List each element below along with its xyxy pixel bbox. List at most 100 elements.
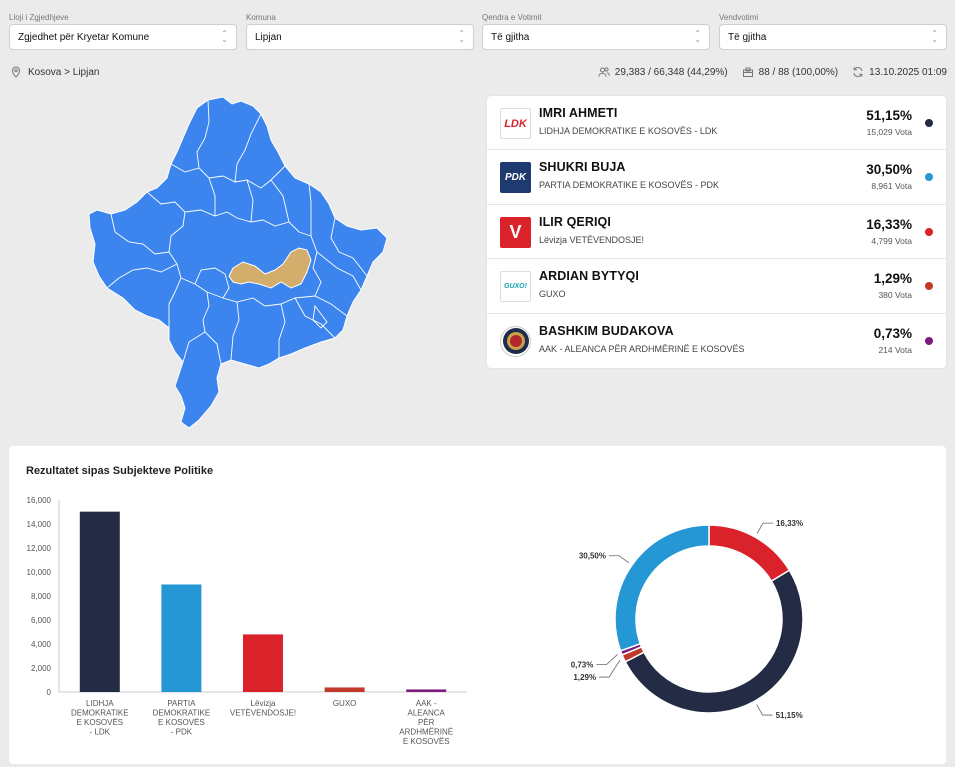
chevron-updown-icon: ⌃ ⌄ bbox=[931, 29, 938, 44]
select-value: Të gjitha bbox=[728, 31, 767, 43]
select-value: Zgjedhet për Kryetar Komune bbox=[18, 31, 150, 43]
bar[interactable] bbox=[324, 687, 365, 692]
turnout-value: 29,383 / 66,348 (44,29%) bbox=[614, 66, 728, 78]
kosovo-map[interactable] bbox=[85, 92, 395, 432]
donut-label: 30,50% bbox=[579, 552, 606, 561]
chevron-updown-icon: ⌃ ⌄ bbox=[458, 29, 465, 44]
candidate-color-dot bbox=[925, 119, 933, 127]
bar[interactable] bbox=[79, 511, 120, 692]
map-pin-icon bbox=[11, 66, 21, 78]
party-logo-pdk: PDK bbox=[500, 162, 531, 194]
municipality-select[interactable]: Lipjan ⌃ ⌄ bbox=[246, 24, 474, 50]
donut-slice[interactable] bbox=[708, 524, 791, 583]
filter-label: Komuna bbox=[246, 13, 276, 22]
election-type-select[interactable]: Zgjedhet për Kryetar Komune ⌃ ⌄ bbox=[9, 24, 237, 50]
candidate-row[interactable]: BASHKIM BUDAKOVA AAK - ALEANCA PËR ARDHM… bbox=[487, 314, 946, 368]
donut-leader-line bbox=[599, 659, 621, 678]
filter-municipality: Komuna Lipjan ⌃ ⌄ bbox=[246, 12, 474, 50]
percent-donut-chart: 16,33% 51,15% 1,29% 0,73% 30,50% bbox=[571, 519, 804, 720]
updated-value: 13.10.2025 01:09 bbox=[869, 66, 947, 78]
map-country-shape[interactable] bbox=[88, 96, 388, 429]
candidate-name: ARDIAN BYTYQI bbox=[539, 269, 639, 284]
candidate-row[interactable]: V ILIR QERIQI Lëvizja VETËVENDOSJE! 16,3… bbox=[487, 205, 946, 260]
x-tick-label: E KOSOVËS bbox=[403, 737, 450, 746]
candidate-color-dot bbox=[925, 173, 933, 182]
bar[interactable] bbox=[161, 584, 202, 692]
donut-leader-line bbox=[596, 654, 618, 666]
candidate-party: GUXO bbox=[539, 289, 566, 300]
candidate-name: ILIR QERIQI bbox=[539, 214, 611, 229]
filter-polling-station: Vendvotimi Të gjitha ⌃ ⌄ bbox=[719, 12, 947, 50]
results-title: Rezultatet sipas Subjekteve Politike bbox=[26, 465, 214, 477]
x-tick-label: E KOSOVËS bbox=[158, 718, 205, 727]
candidate-name: IMRI AHMETI bbox=[539, 106, 618, 120]
candidate-votes: 214 Vota bbox=[878, 344, 912, 355]
y-tick-label: 10,000 bbox=[27, 568, 52, 577]
x-tick-label: LIDHJA bbox=[86, 699, 114, 708]
donut-leader-line bbox=[756, 522, 773, 534]
x-tick-label: DEMOKRATIKE bbox=[71, 709, 129, 718]
filter-election-type: Lloji i Zgjedhjeve Zgjedhet për Kryetar … bbox=[9, 12, 237, 50]
voting-center-select[interactable]: Të gjitha ⌃ ⌄ bbox=[482, 24, 710, 50]
chevron-updown-icon: ⌃ ⌄ bbox=[221, 29, 228, 44]
ballot-box-icon bbox=[742, 67, 753, 77]
candidate-row[interactable]: LDK IMRI AHMETI LIDHJA DEMOKRATIKE E KOS… bbox=[487, 96, 946, 151]
donut-label: 51,15% bbox=[776, 711, 803, 720]
candidate-votes: 380 Vota bbox=[878, 290, 912, 301]
candidate-percent: 51,15% bbox=[866, 108, 912, 123]
x-tick-label: - PDK bbox=[171, 728, 193, 737]
candidate-row[interactable]: PDK SHUKRI BUJA PARTIA DEMOKRATIKE E KOS… bbox=[487, 150, 946, 205]
donut-slice[interactable] bbox=[624, 569, 804, 714]
refresh-icon[interactable] bbox=[852, 66, 864, 78]
x-tick-label: DEMOKRATIKE bbox=[153, 709, 211, 718]
donut-label: 1,29% bbox=[573, 673, 596, 682]
donut-slice[interactable] bbox=[614, 524, 710, 652]
party-logo-vetevendosje: V bbox=[500, 216, 531, 248]
polling-station-select[interactable]: Të gjitha ⌃ ⌄ bbox=[719, 24, 947, 50]
people-icon bbox=[598, 67, 610, 77]
filter-label: Lloji i Zgjedhjeve bbox=[9, 13, 69, 22]
donut-label: 16,33% bbox=[776, 519, 803, 528]
candidate-votes: 15,029 Vota bbox=[866, 127, 912, 137]
donut-leader-line bbox=[756, 704, 773, 716]
filter-label: Qendra e Votimit bbox=[482, 13, 542, 22]
breadcrumb-text[interactable]: Kosova > Lipjan bbox=[28, 66, 100, 78]
aak-emblem-icon bbox=[502, 328, 529, 355]
map-lipjan-highlight[interactable] bbox=[228, 247, 312, 289]
bar[interactable] bbox=[406, 689, 447, 692]
info-bar: Kosova > Lipjan 29,383 / 66,348 (44,29%)… bbox=[0, 64, 955, 80]
candidate-list: LDK IMRI AHMETI LIDHJA DEMOKRATIKE E KOS… bbox=[487, 96, 946, 368]
candidate-party: LIDHJA DEMOKRATIKE E KOSOVËS - LDK bbox=[539, 126, 718, 136]
x-tick-label: ARDHMËRINË bbox=[399, 728, 453, 737]
party-logo-guxo: GUXO! bbox=[500, 271, 531, 303]
candidate-percent: 30,50% bbox=[866, 162, 912, 178]
y-tick-label: 12,000 bbox=[27, 544, 52, 553]
x-tick-label: E KOSOVËS bbox=[76, 718, 123, 727]
candidate-percent: 1,29% bbox=[873, 271, 912, 287]
breadcrumb: Kosova > Lipjan bbox=[10, 66, 99, 78]
candidate-votes: 8,961 Vota bbox=[871, 181, 912, 192]
candidate-votes: 4,799 Vota bbox=[871, 235, 912, 246]
map-municipality-borders bbox=[106, 99, 368, 365]
candidate-color-dot bbox=[925, 282, 933, 291]
donut-leader-line bbox=[609, 555, 630, 563]
x-tick-label: PARTIA bbox=[167, 699, 196, 708]
x-tick-label: VETËVENDOSJE! bbox=[230, 709, 296, 718]
bar[interactable] bbox=[243, 634, 283, 692]
select-value: Lipjan bbox=[255, 31, 282, 43]
x-tick-label: - LDK bbox=[90, 728, 111, 737]
candidate-row[interactable]: GUXO! ARDIAN BYTYQI GUXO 1,29% 380 Vota bbox=[487, 259, 946, 314]
x-tick-label: ALEANCA bbox=[408, 709, 446, 718]
filter-voting-center: Qendra e Votimit Të gjitha ⌃ ⌄ bbox=[482, 12, 710, 50]
party-logo-aak bbox=[500, 325, 531, 357]
x-tick-label: Lëvizja bbox=[251, 699, 276, 708]
x-tick-label: AAK - bbox=[416, 699, 437, 708]
candidate-name: SHUKRI BUJA bbox=[539, 160, 626, 175]
candidate-color-dot bbox=[925, 227, 933, 236]
select-value: Të gjitha bbox=[491, 31, 530, 43]
y-tick-label: 8,000 bbox=[31, 592, 52, 601]
stats-bar: 29,383 / 66,348 (44,29%) 88 / 88 (100,00… bbox=[598, 66, 947, 78]
results-panel: Rezultatet sipas Subjekteve Politike 0 2,… bbox=[9, 446, 946, 764]
y-tick-label: 4,000 bbox=[31, 640, 52, 649]
updated-stat: 13.10.2025 01:09 bbox=[852, 66, 947, 78]
